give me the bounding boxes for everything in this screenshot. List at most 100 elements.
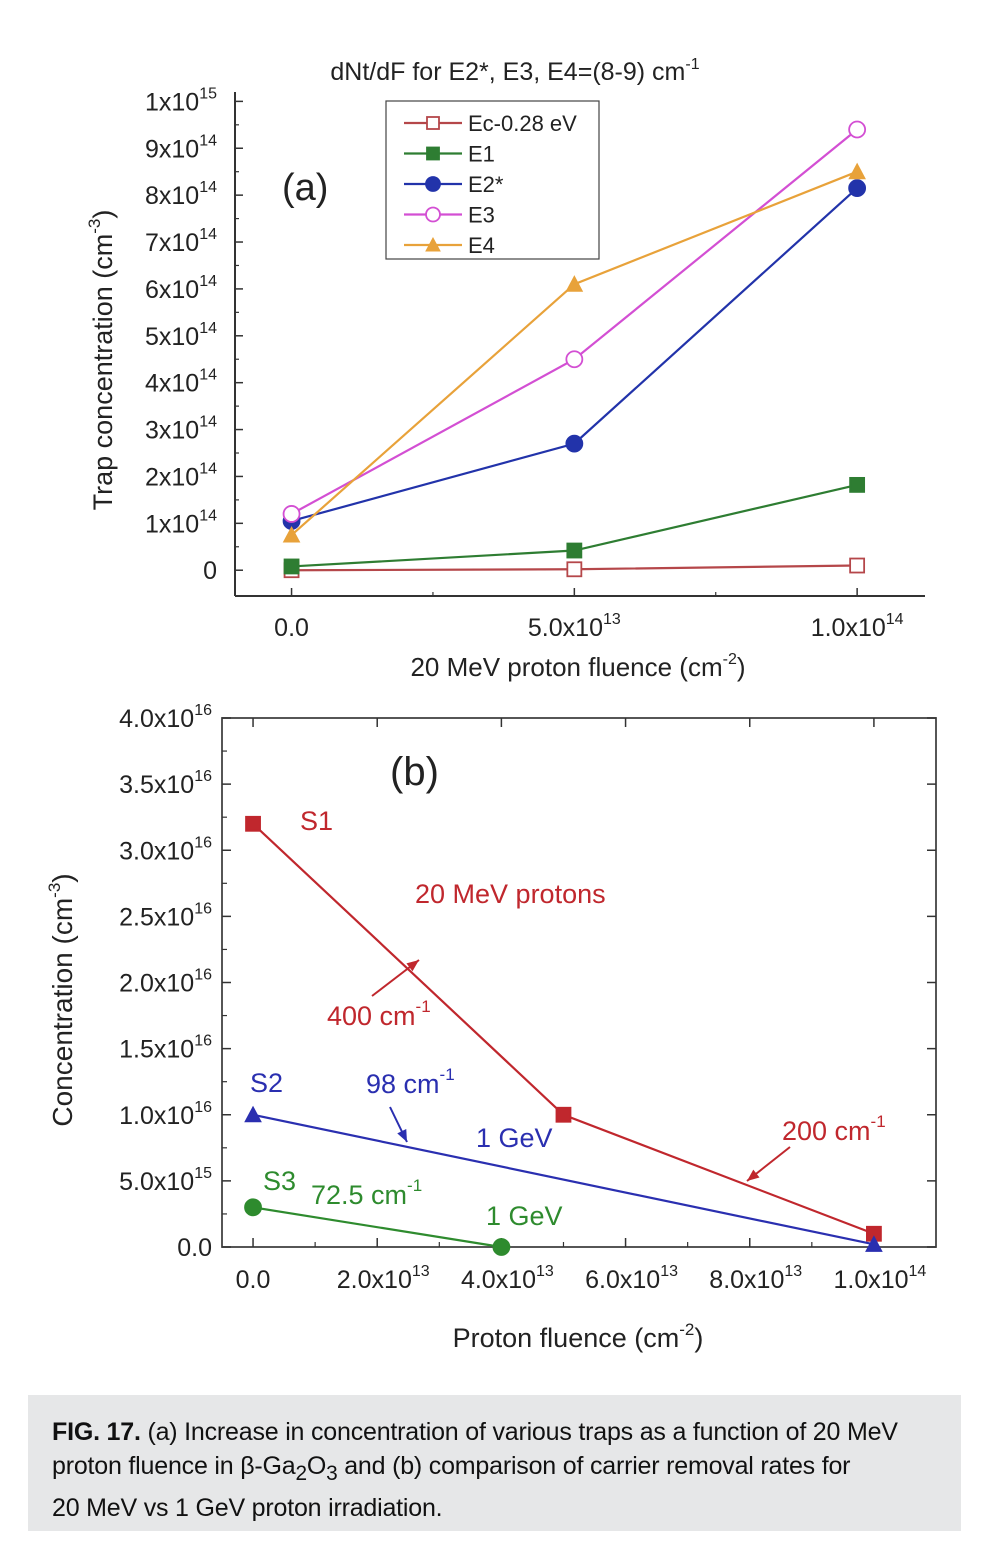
chart-a-title: dNt/dF for E2*, E3, E4=(8-9) cm-1 — [330, 56, 699, 86]
chart-b-data-point — [555, 1106, 572, 1123]
chart-a-y-tick-label: 9x1014 — [145, 132, 217, 163]
figure: dNt/dF for E2*, E3, E4=(8-9) cm-101x1014… — [45, 56, 937, 1353]
chart-a-x-label: 20 MeV proton fluence (cm-2) — [410, 651, 745, 682]
chart-b-x-tick-label-base: 2.0x10 — [337, 1266, 412, 1294]
chart-b-annotation-sup: -1 — [416, 997, 431, 1016]
chart-a-y-tick-label: 4x1014 — [145, 367, 217, 398]
chart-b-data-point — [492, 1238, 511, 1256]
caption-text-2c: and (b) comparison of carrier removal ra… — [337, 1452, 851, 1480]
chart-a-y-tick-label-sup: 14 — [199, 367, 217, 384]
chart-b-y-tick-label: 2.5x1016 — [119, 900, 212, 931]
chart-a-y-label-base: Trap concentration (cm — [88, 234, 118, 511]
chart-b-data-point — [244, 1198, 262, 1217]
chart-a-legend-label: Ec-0.28 eV — [468, 111, 577, 136]
chart-b-annotation: 20 MeV protons — [415, 879, 606, 909]
chart-a-y-label-sup: -3 — [85, 219, 104, 234]
chart-b-arrow-98-head — [397, 1129, 407, 1142]
chart-b-y-label: Concentration (cm-3) — [45, 873, 78, 1126]
chart-b-annotation-sup: -1 — [440, 1065, 455, 1084]
chart-b-y-tick-label-sup: 16 — [194, 768, 212, 785]
chart-a-y-tick-label-base: 4x10 — [145, 370, 199, 398]
caption-text-3: 20 MeV vs 1 GeV proton irradiation. — [52, 1494, 443, 1522]
chart-b-annotation: (b) — [390, 750, 439, 794]
caption-sub-1: 2 — [295, 1462, 307, 1485]
chart-a-y-tick-label-sup: 14 — [199, 132, 217, 149]
chart-b-y-label-base: Concentration (cm — [47, 898, 78, 1127]
chart-a-data-point — [566, 561, 583, 578]
chart-b-series-line — [252, 1113, 875, 1246]
chart-b-annotation-base: 1 GeV — [486, 1201, 563, 1231]
chart-a-x-label-base: 20 MeV proton fluence (cm — [410, 652, 722, 682]
chart-b-annotation-base: 200 cm — [782, 1116, 871, 1146]
chart-b-data-point — [245, 815, 261, 832]
chart-a-y-tick-label-base: 5x10 — [145, 323, 199, 351]
chart-b-x-tick-label-base: 6.0x10 — [585, 1266, 660, 1294]
chart-a-legend-marker — [426, 116, 440, 130]
chart-a-x-tick-label: 5.0x1013 — [528, 611, 621, 642]
chart-b-y-label-sup: -3 — [45, 883, 64, 898]
chart-b-series-label: S1 — [300, 806, 333, 836]
chart-b-x-tick-label: 1.0x1014 — [833, 1263, 926, 1294]
chart-a-y-tick-label: 7x1014 — [145, 226, 217, 257]
chart-b: 0.05.0x10151.0x10161.5x10162.0x10162.5x1… — [45, 702, 937, 1353]
chart-a-x-tick-label-sup: 13 — [603, 611, 621, 628]
chart-a-title-sup: -1 — [685, 56, 699, 73]
chart-b-annotation: 1 GeV — [476, 1123, 553, 1153]
chart-b-annotation: 400 cm-1 — [327, 997, 431, 1031]
chart-b-arrow-200-head — [747, 1169, 760, 1181]
chart-a-y-tick-label-sup: 15 — [199, 85, 217, 102]
chart-a-y-tick-label-base: 2x10 — [145, 463, 199, 491]
chart-a-y-tick-label-base: 1x10 — [145, 510, 199, 538]
chart-b-annotation-sup: -1 — [407, 1176, 422, 1195]
chart-a-x-tick-label-base: 0.0 — [274, 614, 309, 642]
chart-a-data-point — [283, 558, 300, 575]
chart-a-data-point — [849, 476, 866, 493]
chart-b-x-tick-label: 8.0x1013 — [709, 1263, 802, 1294]
chart-a-y-tick-label-base: 0 — [203, 557, 217, 585]
chart-b-series-label: S2 — [250, 1068, 283, 1098]
chart-b-annotation: 72.5 cm-1 — [311, 1176, 422, 1210]
chart-b-y-tick-label-sup: 16 — [194, 1099, 212, 1116]
chart-a-y-tick-label-sup: 14 — [199, 226, 217, 243]
chart-b-y-label-tail: ) — [47, 873, 78, 882]
chart-a-data-point — [565, 350, 584, 369]
chart-b-annotation-base: 400 cm — [327, 1001, 416, 1031]
chart-a: dNt/dF for E2*, E3, E4=(8-9) cm-101x1014… — [85, 56, 925, 682]
chart-a-legend-label: E3 — [468, 203, 495, 228]
chart-a-legend-label: E2* — [468, 172, 504, 197]
chart-a-x-label-sup: -2 — [723, 651, 737, 668]
chart-a-y-tick-label: 1x1015 — [145, 85, 217, 116]
chart-a-title-base: dNt/dF for E2*, E3, E4=(8-9) cm — [330, 58, 685, 86]
chart-b-annotation-base: 72.5 cm — [311, 1180, 407, 1210]
chart-b-y-tick-label-base: 2.5x10 — [119, 903, 194, 931]
chart-a-data-point — [848, 120, 867, 139]
caption-text-2b: O — [306, 1452, 327, 1480]
chart-a-legend-label: E4 — [468, 233, 495, 258]
chart-a-legend-marker — [426, 146, 440, 161]
caption-line-3: 20 MeV vs 1 GeV proton irradiation. — [52, 1491, 937, 1525]
chart-b-y-tick-label-sup: 15 — [194, 1165, 212, 1182]
chart-b-y-tick-label: 3.5x1016 — [119, 768, 212, 799]
caption-line-1: FIG. 17. (a) Increase in concentration o… — [52, 1415, 937, 1449]
chart-a-y-tick-label-sup: 14 — [199, 507, 217, 524]
chart-a-x-label-tail: ) — [737, 652, 746, 682]
chart-a-data-point — [565, 275, 584, 292]
chart-a-y-label: Trap concentration (cm-3) — [85, 210, 118, 511]
chart-a-y-tick-label: 0 — [203, 557, 217, 585]
chart-b-x-tick-label: 2.0x1013 — [337, 1263, 430, 1294]
chart-a-data-point — [848, 162, 866, 180]
chart-b-y-tick-label-base: 3.0x10 — [119, 837, 194, 865]
chart-b-y-tick-label-sup: 16 — [194, 702, 212, 719]
chart-b-arrow-400-head — [406, 960, 419, 972]
caption-text-2a: proton fluence in β-Ga — [52, 1452, 296, 1480]
caption-text-1: (a) Increase in concentration of various… — [147, 1418, 898, 1446]
chart-a-y-tick-label-base: 6x10 — [145, 276, 199, 304]
chart-b-y-tick-label: 1.0x1016 — [119, 1099, 212, 1130]
chart-b-x-tick-label-base: 8.0x10 — [709, 1266, 784, 1294]
chart-a-y-tick-label-sup: 14 — [199, 320, 217, 337]
chart-b-x-tick-label-base: 0.0 — [236, 1266, 271, 1294]
chart-b-annotation: 1 GeV — [486, 1201, 563, 1231]
chart-a-panel-label: (a) — [282, 167, 328, 209]
chart-a-x-tick-label: 0.0 — [274, 614, 309, 642]
chart-a-y-tick-label-base: 1x10 — [145, 88, 199, 116]
